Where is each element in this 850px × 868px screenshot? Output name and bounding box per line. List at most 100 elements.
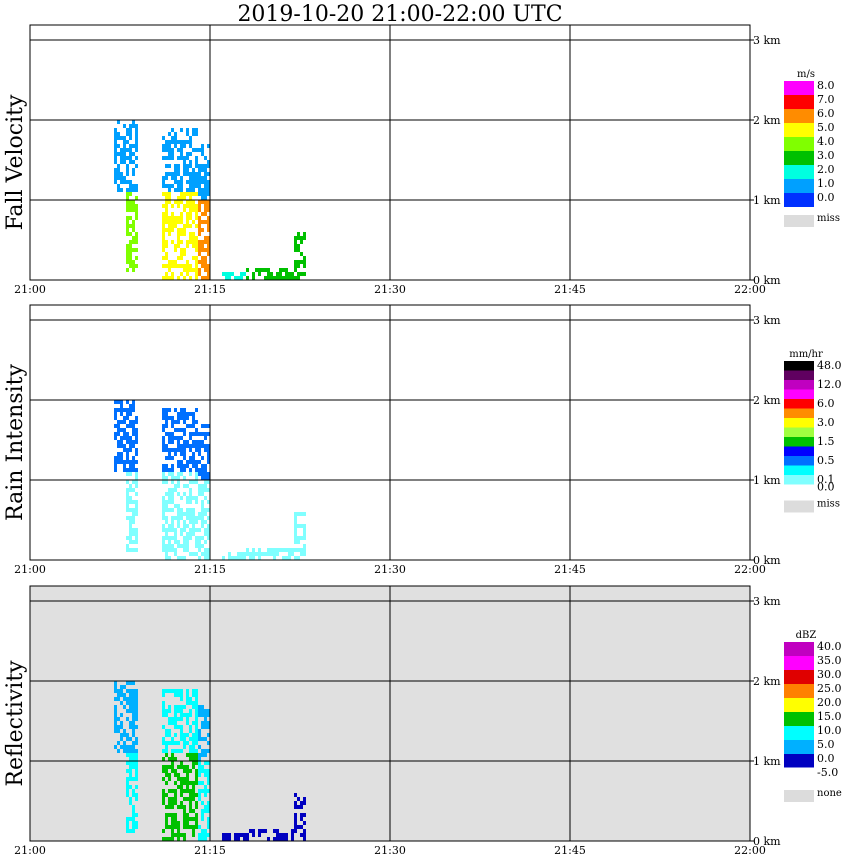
rain-intensity-height-label: 3 km [753, 314, 781, 327]
reflectivity-legend-swatch [784, 726, 814, 740]
reflectivity-echo-cell [162, 753, 198, 841]
rain-intensity-time-label: 22:00 [734, 563, 766, 576]
rain-intensity-legend-value: 12.0 [817, 378, 842, 391]
rain-intensity-legend-swatch [784, 408, 814, 418]
rain-intensity-legend-zero: 0.0 [817, 481, 835, 494]
rain-intensity-legend-value: 48.0 [817, 359, 842, 372]
reflectivity-height-label: 2 km [753, 675, 781, 688]
rain-intensity-legend-swatch [784, 370, 814, 380]
reflectivity-echo-cell [294, 793, 306, 841]
fall-velocity-legend-swatch [784, 137, 814, 151]
fall-velocity-echo-cell [294, 232, 306, 280]
fall-velocity-legend-miss-swatch [784, 215, 814, 227]
fall-velocity-legend-value: 0.0 [817, 191, 835, 204]
reflectivity-legend-miss-swatch [784, 790, 814, 802]
fall-velocity-time-label: 21:30 [374, 283, 406, 296]
reflectivity-legend-swatch [784, 698, 814, 712]
reflectivity-legend-value: 10.0 [817, 724, 842, 737]
reflectivity-legend-value: 30.0 [817, 668, 842, 681]
reflectivity-legend-swatch [784, 642, 814, 656]
rain-intensity-legend-value: 1.5 [817, 435, 835, 448]
rain-intensity-legend-miss-label: miss [817, 499, 840, 510]
fall-velocity-legend-value: 6.0 [817, 107, 835, 120]
reflectivity-time-label: 21:00 [14, 844, 46, 857]
reflectivity-time-label: 21:30 [374, 844, 406, 857]
fall-velocity-legend-value: 3.0 [817, 149, 835, 162]
fall-velocity-legend-swatch [784, 165, 814, 179]
fall-velocity-time-label: 22:00 [734, 283, 766, 296]
panel-reflectivity [29, 585, 815, 842]
rain-intensity-height-label: 2 km [753, 394, 781, 407]
fall-velocity-panel-label: Fall Velocity [3, 94, 28, 230]
fall-velocity-legend-value: 5.0 [817, 121, 835, 134]
fall-velocity-legend-value: 2.0 [817, 163, 835, 176]
reflectivity-echo-cell [198, 761, 210, 841]
fall-velocity-echo-cell [222, 272, 246, 280]
reflectivity-legend-value: 40.0 [817, 640, 842, 653]
rain-intensity-legend-swatch [784, 456, 814, 466]
fall-velocity-legend-swatch [784, 81, 814, 95]
reflectivity-legend-swatch [784, 754, 814, 768]
fall-velocity-legend-swatch [784, 109, 814, 123]
rain-intensity-echo-cell [294, 512, 306, 560]
fall-velocity-echo-cell [114, 120, 138, 192]
reflectivity-legend-swatch [784, 670, 814, 684]
rain-intensity-echo-cell [126, 472, 138, 552]
reflectivity-echo-cell [222, 833, 246, 841]
rain-intensity-legend-swatch [784, 418, 814, 428]
rain-intensity-echo-cell [162, 472, 198, 560]
fall-velocity-time-label: 21:00 [14, 283, 46, 296]
reflectivity-height-label: 0 km [753, 835, 781, 848]
rain-intensity-time-label: 21:30 [374, 563, 406, 576]
reflectivity-legend-value: 5.0 [817, 738, 835, 751]
reflectivity-legend-swatch [784, 684, 814, 698]
fall-velocity-legend-value: 7.0 [817, 93, 835, 106]
reflectivity-echo-cell [114, 681, 138, 753]
fall-velocity-echo-cell [198, 144, 210, 200]
rain-intensity-time-label: 21:00 [14, 563, 46, 576]
rain-intensity-legend-swatch [784, 389, 814, 399]
fall-velocity-legend-miss-label: miss [817, 213, 840, 224]
chart-title: 2019-10-20 21:00-22:00 UTC [237, 2, 563, 27]
rain-intensity-legend-unit: mm/hr [789, 349, 823, 360]
reflectivity-frame [29, 585, 751, 842]
reflectivity-echo-cell [162, 689, 198, 753]
fall-velocity-frame [29, 24, 751, 281]
reflectivity-height-label: 1 km [753, 755, 781, 768]
rain-intensity-legend-miss-swatch [784, 500, 814, 513]
rain-intensity-time-label: 21:45 [554, 563, 586, 576]
reflectivity-legend-swatch [783, 767, 815, 783]
rain-intensity-legend-value: 0.5 [817, 454, 835, 467]
fall-velocity-echo-cell [246, 268, 294, 280]
reflectivity-legend-value: 0.0 [817, 752, 835, 765]
reflectivity-echo-cell [126, 753, 138, 833]
fall-velocity-echo-cell [198, 200, 210, 280]
reflectivity-time-label: 22:00 [734, 844, 766, 857]
rain-intensity-legend-value: 3.0 [817, 416, 835, 429]
rain-intensity-legend-swatch [784, 446, 814, 456]
reflectivity-legend-value: 15.0 [817, 710, 842, 723]
rain-intensity-echo-cell [198, 424, 210, 480]
reflectivity-panel-label: Reflectivity [3, 660, 28, 787]
fall-velocity-height-label: 2 km [753, 114, 781, 127]
panel-fall-velocity [29, 24, 814, 281]
rain-intensity-legend-swatch [784, 380, 814, 390]
rain-intensity-legend-swatch [784, 437, 814, 447]
rain-intensity-legend-value: 6.0 [817, 397, 835, 410]
fall-velocity-time-label: 21:45 [554, 283, 586, 296]
reflectivity-legend-swatch [784, 656, 814, 670]
reflectivity-legend-value: 25.0 [817, 682, 842, 695]
rain-intensity-height-label: 0 km [753, 554, 781, 567]
rain-intensity-legend-swatch [784, 427, 814, 437]
rain-intensity-echo-cell [246, 548, 294, 560]
fall-velocity-legend-swatch [784, 151, 814, 165]
rain-intensity-legend-swatch [784, 465, 814, 475]
fall-velocity-time-label: 21:15 [194, 283, 226, 296]
fall-velocity-legend-swatch [784, 123, 814, 137]
reflectivity-time-label: 21:15 [194, 844, 226, 857]
reflectivity-legend-value: 20.0 [817, 696, 842, 709]
rain-intensity-echo-cell [198, 480, 210, 560]
fall-velocity-legend-value: 4.0 [817, 135, 835, 148]
fall-velocity-legend-swatch [784, 95, 814, 109]
rain-intensity-echo-cell [114, 400, 138, 472]
